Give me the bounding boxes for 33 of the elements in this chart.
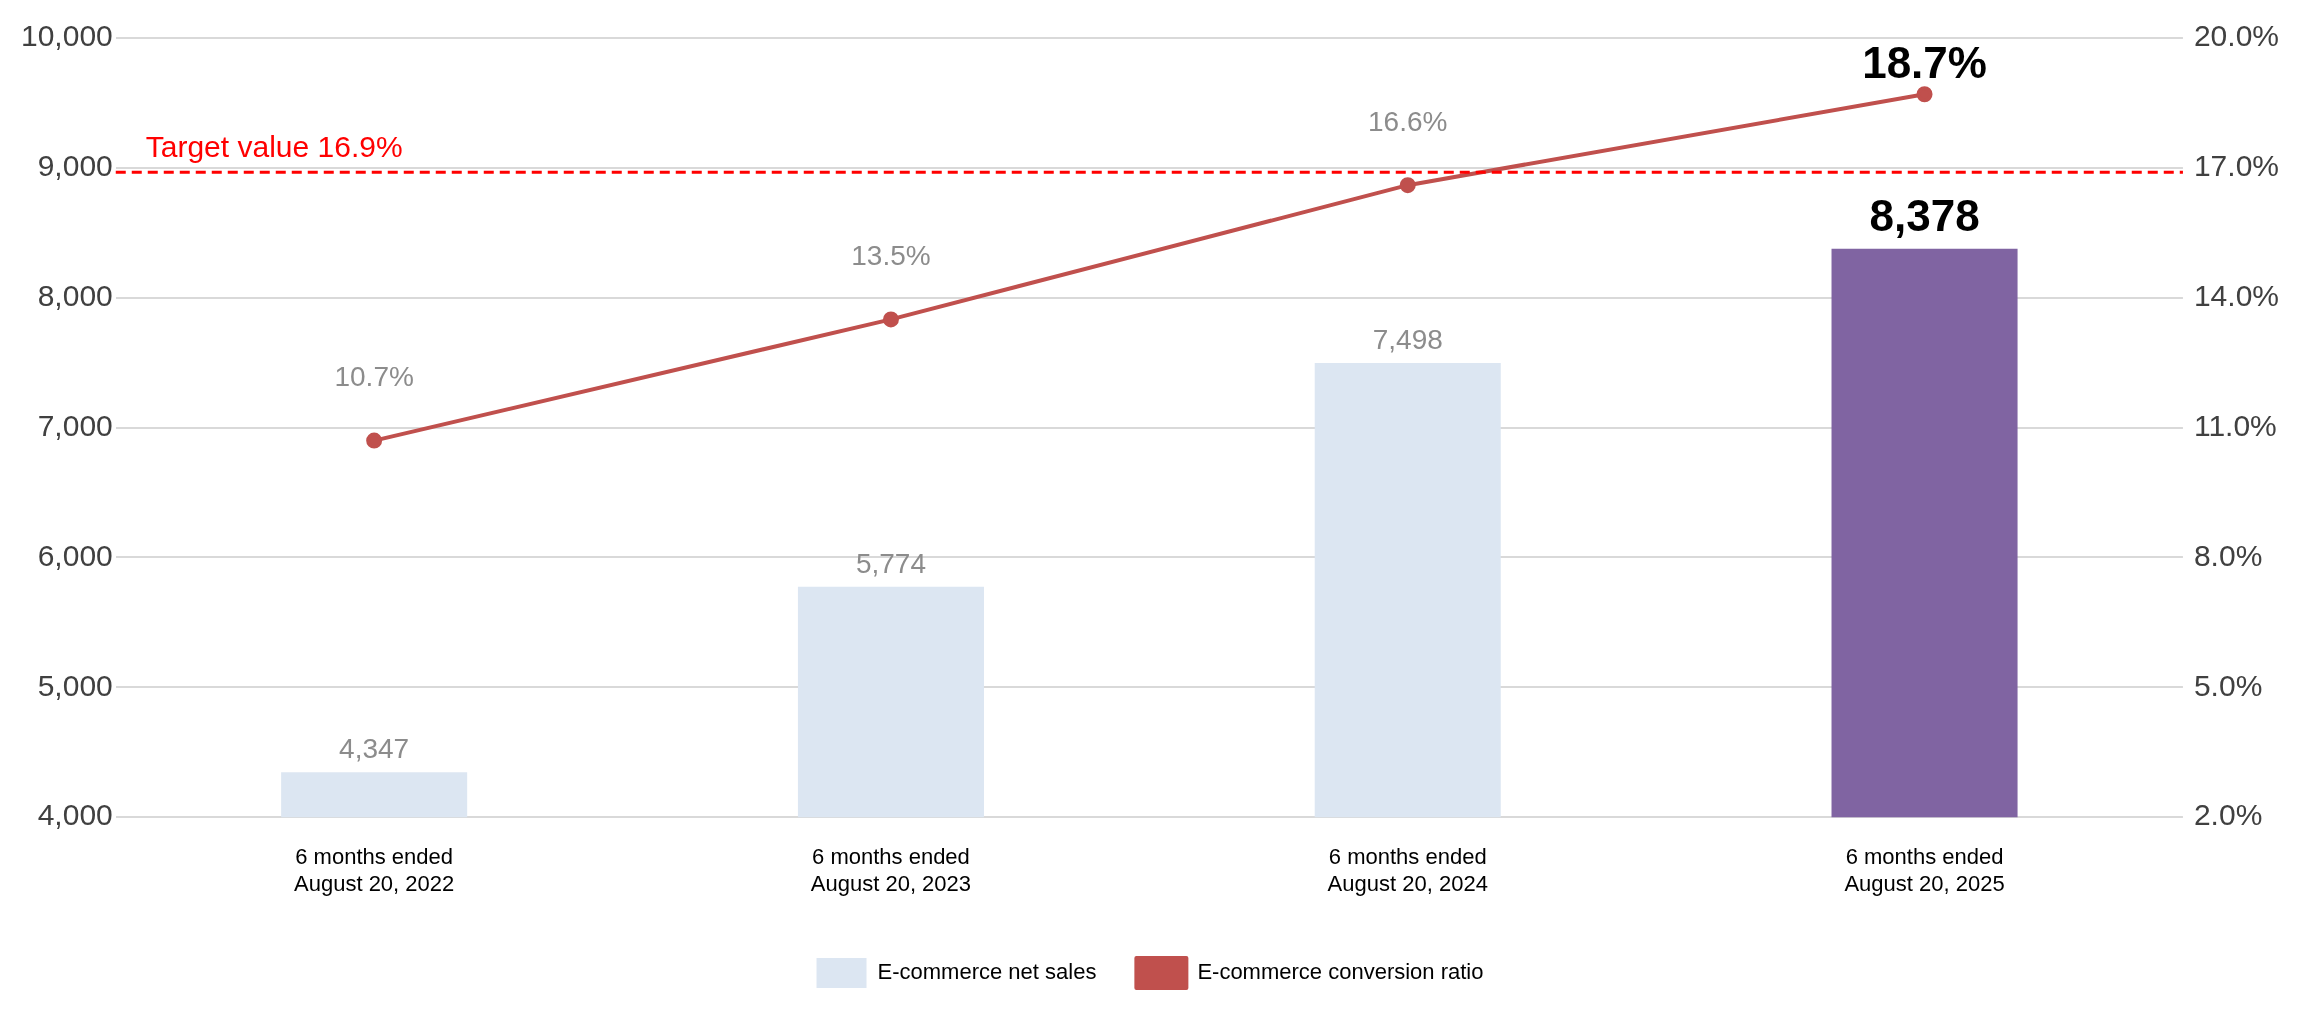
x-tick-label: 6 months ended August 20, 2025 <box>1844 844 2005 896</box>
data-label: 16.6% <box>1368 105 1448 137</box>
data-label: 8,378 <box>1869 190 1980 240</box>
legend-label: E-commerce net sales <box>877 959 1097 985</box>
x-tick-label: 6 months ended August 20, 2023 <box>810 844 972 896</box>
y-tick-label: 6,000 <box>37 538 113 572</box>
y-tick-label: 9,000 <box>37 149 113 183</box>
data-label: 5,774 <box>855 547 926 579</box>
y2-tick-label: 17.0% <box>2193 149 2280 183</box>
y2-tick-label: 8.0% <box>2193 538 2263 572</box>
y2-tick-label: 11.0% <box>2193 408 2277 442</box>
x-tick-label: 6 months ended August 20, 2024 <box>1327 844 1488 896</box>
data-label: 4,347 <box>339 732 410 764</box>
point <box>366 432 383 449</box>
y2-tick-label: 20.0% <box>2193 19 2280 53</box>
y2-tick-label: 2.0% <box>2193 798 2263 832</box>
point <box>882 311 899 328</box>
y-tick-label: 5,000 <box>37 668 113 702</box>
data-label: 7,498 <box>1372 323 1443 355</box>
y2-tick-label: 14.0% <box>2193 279 2280 312</box>
y-tick-label: 10,000 <box>20 19 113 53</box>
y-tick-label: 4,000 <box>37 798 113 832</box>
ref-line-label: Target value 16.9% <box>145 130 403 164</box>
data-label: 18.7% <box>1862 38 1987 88</box>
point <box>1916 86 1933 103</box>
data-label: 13.5% <box>851 240 931 272</box>
y2-tick-label: 5.0% <box>2193 668 2263 702</box>
data-label: 10.7% <box>334 361 414 393</box>
y-tick-label: 8,000 <box>37 279 113 312</box>
y-tick-label: 7,000 <box>37 408 113 442</box>
x-tick-label: 6 months ended August 20, 2022 <box>294 844 455 896</box>
legend-label: E-commerce conversion ratio <box>1197 959 1484 985</box>
point <box>1399 177 1416 194</box>
